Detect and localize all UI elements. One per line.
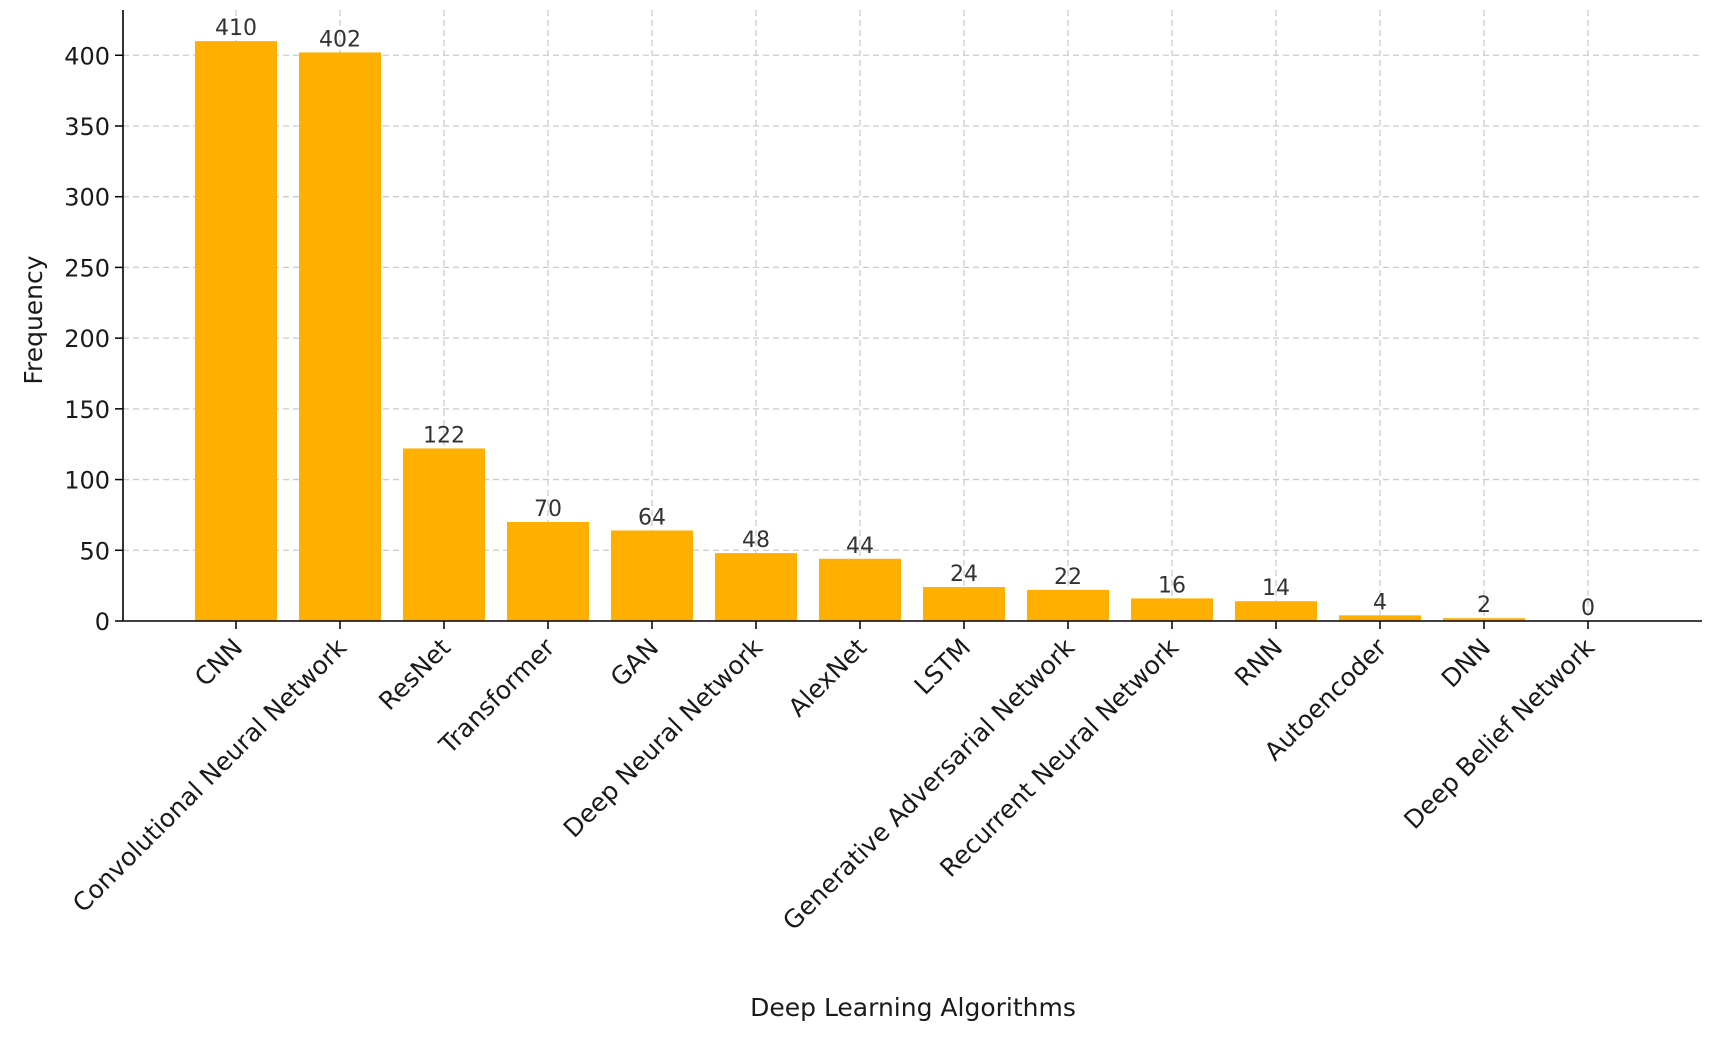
- data-label: 402: [319, 27, 361, 52]
- y-tick-label: 400: [64, 42, 110, 70]
- x-tick-label: Deep Belief Network: [1398, 632, 1600, 834]
- y-tick-label: 100: [64, 467, 110, 495]
- data-label: 16: [1158, 573, 1186, 598]
- y-tick-label: 350: [64, 113, 110, 141]
- data-label: 14: [1262, 576, 1290, 601]
- data-label: 24: [950, 562, 978, 587]
- y-axis-title: Frequency: [19, 255, 48, 384]
- bar: [403, 448, 485, 621]
- x-tick-label: GAN: [605, 633, 665, 693]
- bar: [507, 521, 589, 621]
- x-tick-label: ResNet: [373, 633, 456, 716]
- data-label: 2: [1477, 593, 1491, 618]
- axis-layer: [115, 10, 1702, 629]
- x-axis-title: Deep Learning Algorithms: [750, 993, 1076, 1022]
- y-tick-label: 150: [64, 396, 110, 424]
- bar: [611, 530, 693, 621]
- data-label: 44: [846, 534, 874, 559]
- bar: [715, 553, 797, 621]
- y-tick-label: 0: [95, 608, 110, 636]
- bar: [1235, 601, 1317, 621]
- bar: [195, 41, 277, 622]
- data-label: 64: [638, 505, 666, 530]
- x-tick-label: LSTM: [909, 633, 977, 701]
- bar: [1443, 618, 1525, 621]
- data-label: 48: [742, 528, 770, 553]
- label-layer: 050100150200250300350400410CNN402Convolu…: [64, 16, 1600, 936]
- data-label: 122: [423, 423, 465, 448]
- data-label: 70: [534, 497, 562, 522]
- x-tick-label: DNN: [1436, 633, 1497, 694]
- bar: [1339, 615, 1421, 621]
- x-tick-label: Deep Neural Network: [558, 632, 769, 843]
- data-label: 4: [1373, 590, 1387, 615]
- bar: [923, 587, 1005, 621]
- bar-layer: [195, 41, 1525, 622]
- y-tick-label: 300: [64, 184, 110, 212]
- data-label: 0: [1581, 596, 1595, 621]
- bar: [819, 558, 901, 621]
- bar: [1131, 598, 1213, 621]
- x-tick-label: AlexNet: [783, 633, 873, 723]
- y-tick-label: 200: [64, 325, 110, 353]
- data-label: 22: [1054, 565, 1082, 590]
- x-tick-label: RNN: [1229, 633, 1288, 692]
- x-tick-label: CNN: [189, 633, 248, 692]
- y-tick-label: 50: [79, 537, 110, 565]
- grid-layer: [123, 10, 1702, 621]
- bar: [1027, 589, 1109, 621]
- data-label: 410: [215, 16, 257, 41]
- bar: [299, 52, 381, 622]
- y-tick-label: 250: [64, 254, 110, 282]
